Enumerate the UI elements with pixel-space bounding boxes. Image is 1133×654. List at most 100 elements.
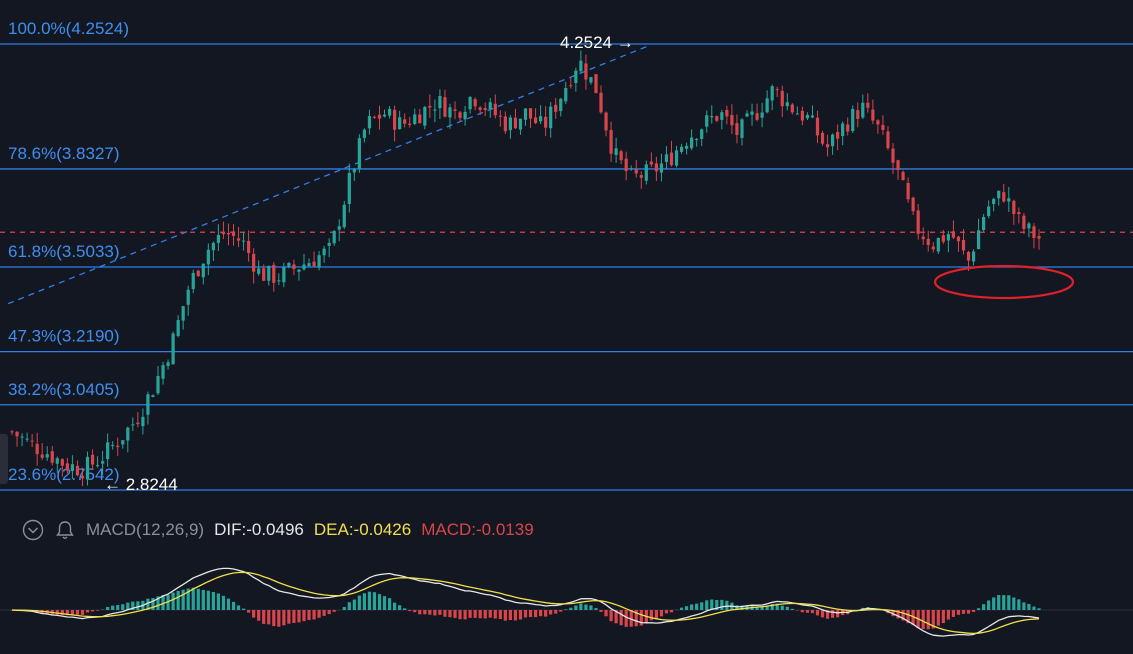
candle-body bbox=[95, 465, 100, 467]
fib-label: 61.8%(3.5033) bbox=[8, 242, 120, 261]
candle-body bbox=[1037, 236, 1041, 239]
macd-histogram-bar bbox=[116, 605, 120, 610]
candle-body bbox=[221, 232, 226, 235]
candle-body bbox=[418, 114, 422, 124]
macd-histogram-bar bbox=[926, 610, 930, 630]
macd-histogram-bar bbox=[277, 610, 281, 627]
macd-histogram-bar bbox=[382, 596, 387, 610]
macd-histogram-bar bbox=[347, 602, 351, 610]
macd-histogram-bar bbox=[609, 610, 613, 622]
macd-histogram-bar bbox=[272, 610, 276, 627]
candle-body bbox=[30, 440, 34, 442]
macd-histogram-bar bbox=[982, 604, 986, 610]
candle-body bbox=[443, 97, 447, 117]
candle-body bbox=[372, 116, 377, 118]
candle-body bbox=[317, 255, 321, 268]
candle-body bbox=[614, 148, 618, 155]
macd-histogram-bar bbox=[911, 610, 915, 626]
candle-body bbox=[121, 440, 125, 445]
macd-histogram-bar bbox=[287, 610, 291, 624]
macd-histogram-bar bbox=[659, 610, 664, 617]
candle-body bbox=[433, 109, 437, 111]
candle-body bbox=[735, 123, 739, 135]
macd-histogram-bar bbox=[423, 610, 427, 615]
macd-histogram-bar bbox=[60, 610, 64, 615]
candle-body bbox=[634, 169, 638, 174]
candle-body bbox=[80, 475, 85, 479]
candle-body bbox=[282, 266, 286, 283]
candle-body bbox=[745, 113, 749, 117]
macd-histogram-bar bbox=[624, 610, 628, 627]
macd-histogram-bar bbox=[629, 610, 633, 627]
macd-histogram-bar bbox=[483, 610, 487, 619]
macd-histogram-bar bbox=[327, 610, 331, 615]
candle-body bbox=[549, 106, 553, 129]
macd-histogram-bar bbox=[594, 608, 598, 610]
candle-body bbox=[458, 112, 462, 118]
candle-body bbox=[247, 240, 251, 254]
candle-body bbox=[136, 422, 140, 425]
macd-histogram-bar bbox=[528, 610, 533, 618]
candle-body bbox=[327, 242, 331, 246]
macd-histogram-bar bbox=[352, 599, 356, 610]
macd-histogram-bar bbox=[191, 587, 195, 610]
candle-body bbox=[408, 123, 412, 125]
candle-body bbox=[846, 124, 850, 132]
macd-histogram-bar bbox=[433, 610, 437, 616]
candle-body bbox=[70, 464, 75, 472]
bell-icon[interactable] bbox=[54, 519, 76, 541]
macd-histogram-bar bbox=[196, 588, 200, 610]
candle-body bbox=[564, 88, 568, 102]
candle-body bbox=[825, 144, 830, 148]
macd-histogram-bar bbox=[403, 608, 407, 610]
macd-histogram-bar bbox=[946, 610, 950, 620]
macd-histogram-bar bbox=[80, 610, 85, 615]
macd-histogram-bar bbox=[891, 610, 895, 617]
candle-body bbox=[790, 104, 794, 113]
candle-body bbox=[216, 235, 221, 243]
macd-histogram-bar bbox=[106, 606, 110, 610]
candle-body bbox=[896, 160, 900, 170]
candle-body bbox=[528, 108, 533, 119]
macd-histogram-bar bbox=[740, 605, 744, 610]
candle-body bbox=[362, 129, 367, 138]
candle-body bbox=[101, 461, 105, 464]
macd-histogram-bar bbox=[544, 610, 548, 617]
macd-histogram-bar bbox=[906, 610, 910, 624]
candle-body bbox=[25, 438, 29, 440]
macd-histogram-bar bbox=[297, 610, 301, 623]
macd-histogram-bar bbox=[95, 610, 100, 611]
candle-body bbox=[629, 168, 633, 170]
candle-body bbox=[775, 89, 779, 91]
candle-body bbox=[75, 465, 80, 476]
macd-histogram-bar bbox=[664, 610, 669, 614]
candle-body bbox=[810, 115, 815, 118]
candle-body bbox=[186, 289, 190, 305]
candle-body bbox=[523, 108, 528, 120]
candle-body bbox=[956, 236, 961, 242]
macd-histogram-bar bbox=[725, 600, 729, 610]
macd-histogram-bar bbox=[639, 610, 643, 626]
macd-histogram-bar bbox=[619, 610, 623, 626]
candle-body bbox=[982, 217, 986, 230]
macd-histogram-bar bbox=[710, 599, 714, 610]
macd-histogram-bar bbox=[810, 610, 815, 614]
macd-histogram-bar bbox=[65, 610, 69, 616]
pane-resize-handle[interactable] bbox=[0, 434, 8, 484]
macd-histogram-bar bbox=[206, 590, 210, 610]
macd-histogram-bar bbox=[252, 610, 256, 618]
macd-histogram-bar bbox=[111, 605, 115, 610]
macd-histogram-bar bbox=[539, 610, 543, 617]
candle-body bbox=[111, 445, 115, 447]
chevron-down-icon[interactable] bbox=[22, 519, 44, 541]
macd-histogram-bar bbox=[292, 610, 296, 624]
macd-histogram-bar bbox=[236, 605, 241, 610]
macd-histogram-bar bbox=[70, 610, 75, 615]
macd-histogram-bar bbox=[634, 610, 638, 627]
macd-histogram-bar bbox=[408, 610, 412, 612]
candle-body bbox=[1007, 198, 1011, 202]
candle-body bbox=[403, 119, 407, 124]
macd-histogram-bar bbox=[267, 610, 271, 625]
